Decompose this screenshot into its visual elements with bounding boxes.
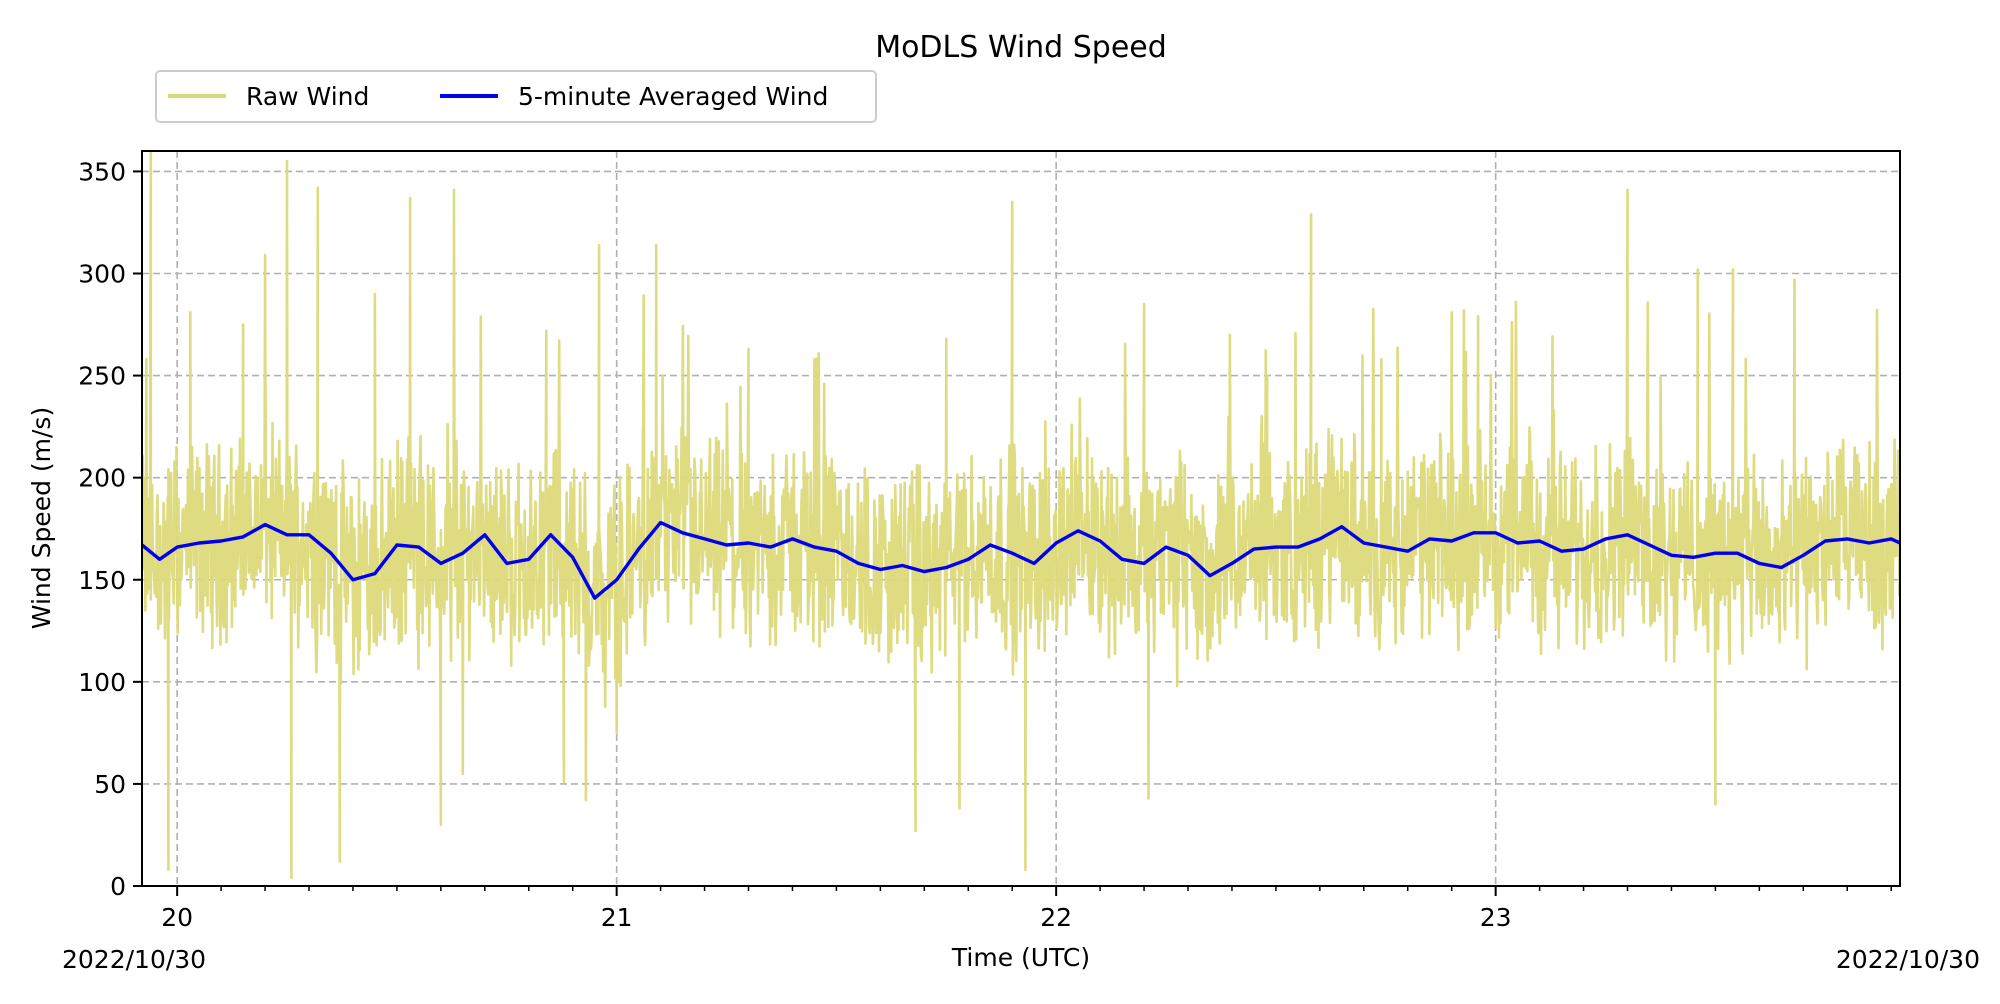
y-tick-label: 300 — [78, 260, 126, 289]
chart-title: MoDLS Wind Speed — [875, 30, 1167, 65]
series-averaged-wind-line — [142, 520, 1900, 600]
y-tick-label: 0 — [110, 872, 126, 901]
x-axis-title: Time (UTC) — [951, 943, 1090, 972]
x-tick-label: 23 — [1480, 903, 1512, 932]
x-tick-label: 22 — [1040, 903, 1072, 932]
y-tick-label: 350 — [78, 157, 126, 186]
series-layer — [142, 151, 1900, 880]
axes: 0 50 100 150 200 250 300 350 20 21 22 23 — [78, 157, 1892, 932]
y-tick-label: 250 — [78, 362, 126, 391]
y-axis-title: Wind Speed (m/s) — [27, 407, 56, 629]
y-tick-label: 100 — [78, 668, 126, 697]
legend-label-averaged-wind: 5-minute Averaged Wind — [518, 82, 828, 111]
legend-label-raw-wind: Raw Wind — [246, 82, 369, 111]
legend: Raw Wind 5-minute Averaged Wind — [155, 70, 877, 123]
plot-frame — [141, 150, 1901, 887]
plot-area — [142, 151, 1900, 880]
y-tick-label: 200 — [78, 464, 126, 493]
y-tick-label: 50 — [94, 770, 126, 799]
series-raw-wind-line — [142, 151, 1900, 880]
legend-frame — [155, 70, 877, 123]
y-tick-label: 150 — [78, 566, 126, 595]
x-end-date-label: 2022/10/30 — [1836, 945, 1980, 974]
x-start-date-label: 2022/10/30 — [62, 945, 206, 974]
x-tick-label: 21 — [601, 903, 633, 932]
x-tick-label: 20 — [161, 903, 193, 932]
